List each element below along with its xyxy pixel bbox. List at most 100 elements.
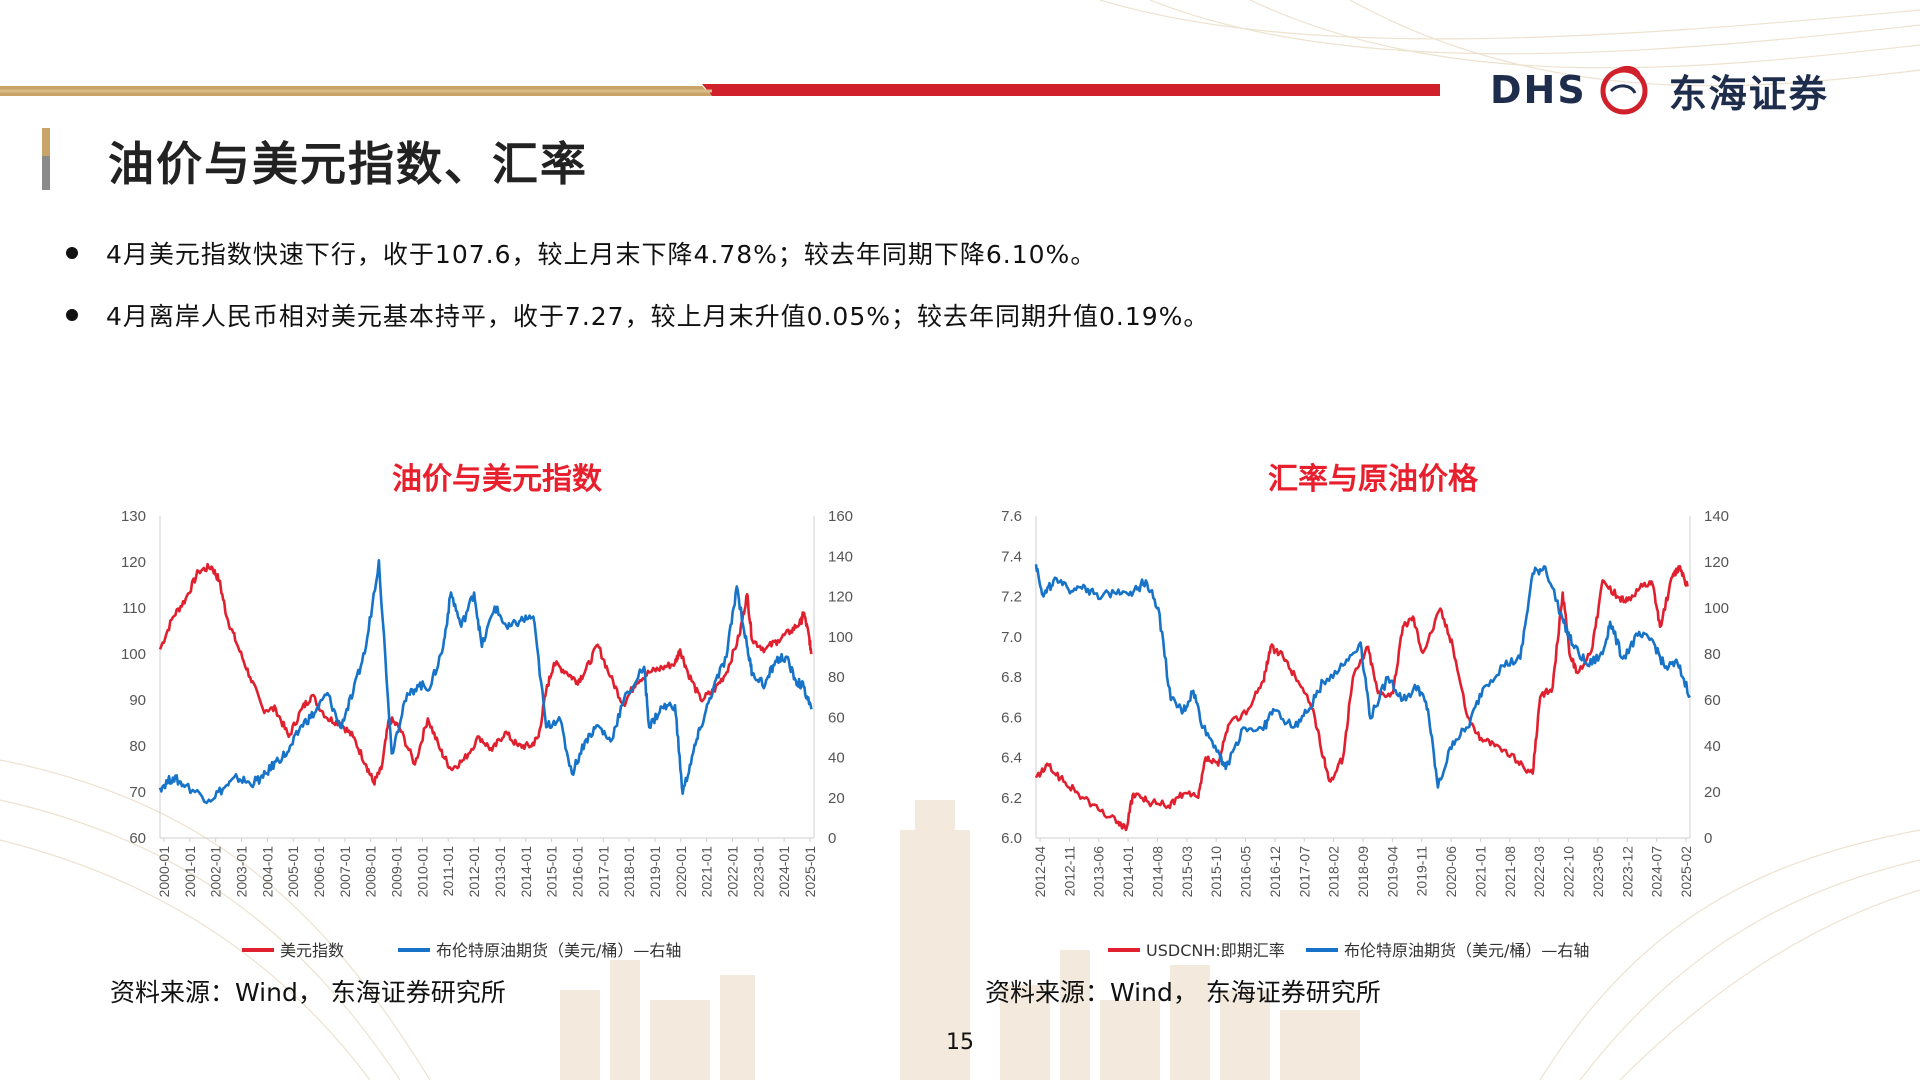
x-tick-label: 2025-01 (802, 846, 818, 898)
x-tick-label: 2021-01 (699, 846, 715, 898)
y-left-tick-label: 6.4 (1001, 750, 1022, 767)
x-tick-label: 2017-01 (595, 846, 611, 898)
y-right-tick-label: 0 (1704, 830, 1712, 847)
x-tick-label: 2018-09 (1355, 846, 1371, 898)
x-tick-label: 2008-01 (363, 846, 379, 898)
x-tick-label: 2002-01 (208, 846, 224, 898)
x-tick-label: 2022-03 (1531, 846, 1547, 898)
legend-label: USDCNH:即期汇率 (1146, 941, 1285, 960)
y-right-tick-label: 120 (828, 589, 853, 606)
legend-label: 布伦特原油期货（美元/桶）—右轴 (436, 941, 681, 960)
y-right-tick-label: 100 (828, 629, 853, 646)
y-right-tick-label: 140 (1704, 508, 1729, 525)
x-tick-label: 2010-01 (414, 846, 430, 898)
y-right-tick-label: 80 (1704, 646, 1721, 663)
x-tick-label: 2012-04 (1032, 846, 1048, 898)
y-left-tick-label: 7.4 (1001, 548, 1022, 565)
bullet-item: 4月离岸人民币相对美元基本持平，收于7.27，较上月末升值0.05%；较去年同期… (66, 284, 1209, 346)
chart-canvas: 7.6 7.4 7.2 7.0 6.8 6.6 6.4 6.2 6.0 140 120 100 80 60… (1001, 508, 1729, 960)
y-left-tick-label: 6.0 (1001, 830, 1022, 847)
y-left-tick-label: 80 (129, 738, 146, 755)
y-right-tick-label: 20 (1704, 784, 1721, 801)
x-tick-label: 2016-05 (1238, 846, 1254, 898)
bullet-dot-icon (66, 309, 78, 321)
x-tick-label: 2018-01 (621, 846, 637, 898)
x-tick-label: 2001-01 (182, 846, 198, 898)
x-tick-label: 2019-04 (1384, 846, 1400, 898)
x-tick-label: 2022-01 (724, 846, 740, 898)
y-left-tick-label: 90 (129, 692, 146, 709)
source-note: 资料来源：Wind， 东海证券研究所 (110, 978, 506, 1007)
y-left-tick-label: 7.2 (1001, 589, 1022, 606)
x-tick-label: 2024-07 (1649, 846, 1665, 898)
brand-logo: DHS 东海证券 (1490, 60, 1829, 120)
x-tick-label: 2015-01 (544, 846, 560, 898)
x-tick-label: 2011-01 (440, 846, 456, 897)
x-tick-label: 2004-01 (259, 846, 275, 898)
chart-canvas: 130 120 110 100 90 80 70 60 160 140 120 100 80 60 40 20… (121, 508, 853, 960)
chart-title: 汇率与原油价格 (1268, 462, 1478, 497)
x-tick-label: 2012-11 (1061, 846, 1077, 897)
y-left-tick-label: 130 (121, 508, 146, 525)
x-tick-label: 2023-01 (750, 846, 766, 898)
x-tick-label: 2022-10 (1561, 846, 1577, 898)
y-left-tick-label: 7.0 (1001, 629, 1022, 646)
x-tick-label: 2023-12 (1619, 846, 1635, 898)
y-right-tick-label: 140 (828, 548, 853, 565)
x-tick-label: 2007-01 (337, 846, 353, 898)
chart-oil-dxy: 油价与美元指数 130 120 110 100 90 80 70 60 160 140 120 100… (92, 440, 902, 1000)
brand-cn: 东海证券 (1668, 71, 1829, 116)
x-tick-label: 2019-11 (1414, 846, 1430, 897)
y-left-tick-label: 6.8 (1001, 669, 1022, 686)
source-note: 资料来源：Wind， 东海证券研究所 (985, 978, 1381, 1007)
x-tick-label: 2019-01 (647, 846, 663, 898)
page-title: 油价与美元指数、汇率 (108, 137, 588, 191)
series-line-right-axis (158, 559, 813, 805)
bullet-text: 4月美元指数快速下行，收于107.6，较上月末下降4.78%；较去年同期下降6.… (106, 240, 1097, 269)
x-tick-label: 2021-01 (1472, 846, 1488, 898)
y-left-tick-label: 70 (129, 784, 146, 801)
x-tick-label: 2014-01 (1120, 846, 1136, 898)
x-tick-label: 2000-01 (156, 846, 172, 898)
series-line-left-axis (158, 562, 813, 786)
y-right-tick-label: 60 (1704, 692, 1721, 709)
y-right-tick-label: 40 (828, 750, 845, 767)
legend-label: 布伦特原油期货（美元/桶）—右轴 (1344, 941, 1589, 960)
x-tick-label: 2016-12 (1267, 846, 1283, 898)
x-tick-label: 2015-03 (1179, 846, 1195, 898)
dragon-icon (1600, 65, 1648, 115)
x-tick-label: 2024-01 (776, 846, 792, 898)
bullet-text: 4月离岸人民币相对美元基本持平，收于7.27，较上月末升值0.05%；较去年同期… (106, 302, 1210, 331)
y-right-tick-label: 60 (828, 709, 845, 726)
y-right-tick-label: 80 (828, 669, 845, 686)
x-tick-label: 2015-10 (1208, 846, 1224, 898)
x-tick-label: 2017-07 (1296, 846, 1312, 898)
y-left-tick-label: 100 (121, 646, 146, 663)
y-right-tick-label: 0 (828, 830, 836, 847)
x-tick-label: 2023-05 (1590, 846, 1606, 898)
x-tick-label: 2012-01 (466, 846, 482, 898)
x-tick-label: 2003-01 (234, 846, 250, 898)
bullet-list: 4月美元指数快速下行，收于107.6，较上月末下降4.78%；较去年同期下降6.… (66, 222, 1209, 346)
chart-fx-oil: 汇率与原油价格 7.6 7.4 7.2 7.0 6.8 6.6 6.4 6.2 6.0 140 12… (968, 440, 1778, 1000)
legend-label: 美元指数 (280, 941, 344, 960)
y-left-tick-label: 110 (122, 600, 146, 617)
y-left-tick-label: 6.2 (1001, 790, 1022, 807)
y-right-tick-label: 120 (1704, 554, 1729, 571)
chart-title: 油价与美元指数 (392, 462, 602, 497)
x-tick-label: 2009-01 (389, 846, 405, 898)
y-right-tick-label: 20 (828, 790, 845, 807)
series-line-right-axis (1034, 564, 1691, 789)
x-tick-label: 2016-01 (569, 846, 585, 898)
x-tick-label: 2020-01 (673, 846, 689, 898)
x-tick-label: 2021-08 (1502, 846, 1518, 898)
x-tick-label: 2013-01 (492, 846, 508, 898)
x-tick-label: 2014-08 (1149, 846, 1165, 898)
x-tick-label: 2018-02 (1326, 846, 1342, 898)
title-accent-bar (42, 128, 50, 190)
y-left-tick-label: 120 (121, 554, 146, 571)
x-tick-label: 2020-06 (1443, 846, 1459, 898)
y-left-tick-label: 60 (129, 830, 146, 847)
x-tick-label: 2025-02 (1678, 846, 1694, 898)
y-right-tick-label: 40 (1704, 738, 1721, 755)
